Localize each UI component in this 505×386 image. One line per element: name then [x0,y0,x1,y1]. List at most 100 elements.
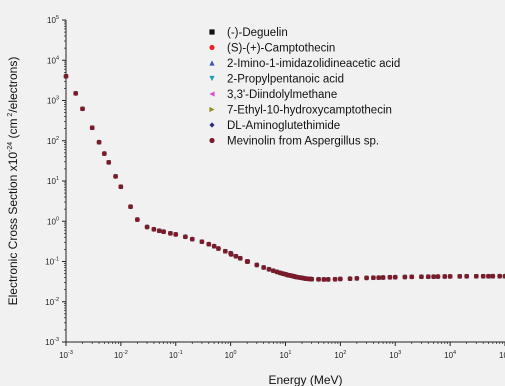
x-tick-label: 103 [389,350,401,360]
data-point [402,274,408,280]
data-point [106,159,112,165]
data-point [447,274,453,279]
data-point [380,275,386,280]
y-tick-label: 10-2 [45,297,59,307]
data-point [222,248,228,254]
x-tick-label: 104 [444,350,456,360]
data-point [144,224,150,230]
data-point [261,265,267,270]
legend-marker [209,137,215,144]
y-tick-label: 104 [47,55,59,65]
data-point [233,253,239,259]
legend-label: DL-Aminoglutethimide [227,120,340,132]
data-point [486,273,491,279]
data-point [113,174,118,179]
data-point [96,139,102,145]
data-point [80,106,85,112]
data-point [480,273,486,279]
data-point [161,229,166,235]
data-point [211,243,217,249]
legend-marker [209,60,215,66]
data-point [270,268,276,274]
data-point [392,274,398,280]
data-point [118,184,124,190]
legend-label: 7-Ethyl-10-hydroxycamptothecin [227,105,392,117]
data-point [189,236,195,242]
legend-marker [209,122,215,128]
data-point [101,151,107,156]
x-tick-label: 100 [225,350,237,360]
data-point [216,246,221,251]
legend-marker [209,91,215,97]
data-point [156,228,162,234]
data-point [347,276,353,282]
x-tick-label: 10-1 [169,350,183,360]
legend-label: 2-Imino-1-imidazolidineacetic acid [227,58,400,70]
data-point [245,259,251,264]
data-point [128,204,133,210]
data-point [89,125,95,131]
axis-titles: Energy (MeV) Electronic Cross Section x10… [6,57,343,386]
x-tick-label: 10-3 [59,350,73,360]
data-point [376,275,382,281]
series-8 [63,73,505,282]
data-point [228,252,234,257]
legend-label: (S)-(+)-Camptothecin [227,43,335,55]
x-tick-label: 101 [280,350,292,360]
data-point [457,273,463,279]
data-point [497,273,503,279]
legend: (-)-Deguelin (S)-(+)-Camptothecin 2-Imino-… [209,27,400,148]
data-point [309,276,315,282]
axes: 10-3 10-2 10-1 100 101 102 103 104 105 10-3 10-2 10… [45,15,505,360]
legend-marker [209,29,215,35]
data-point [490,273,496,279]
y-tick-label: 10-1 [45,257,59,267]
data-point [435,274,441,279]
y-tick-label: 105 [47,15,59,25]
data-point [431,274,437,280]
x-tick-label: 102 [334,350,346,360]
data-point [254,262,260,268]
data-point [425,274,431,280]
data-point [199,239,205,245]
x-tick-label: 105 [499,350,505,360]
data-point [73,91,79,96]
data-point [371,275,376,281]
data-point [151,226,157,232]
data-point [316,276,321,282]
y-tick-label: 103 [47,96,59,106]
data-point [409,274,415,280]
data-point [473,273,479,279]
data-point [173,232,179,237]
data-point [134,217,140,222]
data-point [183,234,188,240]
data-point [332,276,338,282]
y-tick-label: 102 [47,136,59,146]
legend-label: (-)-Deguelin [227,27,288,39]
data-point [354,276,360,281]
data-point [442,274,448,279]
legend-label: 3,3'-Diindolylmethane [227,89,337,101]
data-point [364,275,369,281]
data-point [168,230,173,236]
legend-label: Mevinolin from Aspergillus sp. [227,136,379,148]
y-tick-label: 10-3 [45,337,59,347]
data-point [321,277,327,282]
data-point [237,255,243,261]
legend-marker [209,44,215,51]
data-point [464,273,470,279]
y-axis-title: Electronic Cross Section x10-24 (cm 2/el… [6,57,20,306]
x-axis-title: Energy (MeV) [268,373,342,386]
data-point [502,273,505,279]
data-point [266,266,272,272]
legend-label: 2-Propylpentanoic acid [227,74,344,86]
legend-marker [209,75,215,82]
data-points [63,73,505,282]
data-point [337,276,343,282]
y-tick-label: 101 [47,176,59,186]
x-tick-label: 10-2 [114,350,128,360]
data-point [206,241,212,247]
legend-marker [209,106,215,113]
